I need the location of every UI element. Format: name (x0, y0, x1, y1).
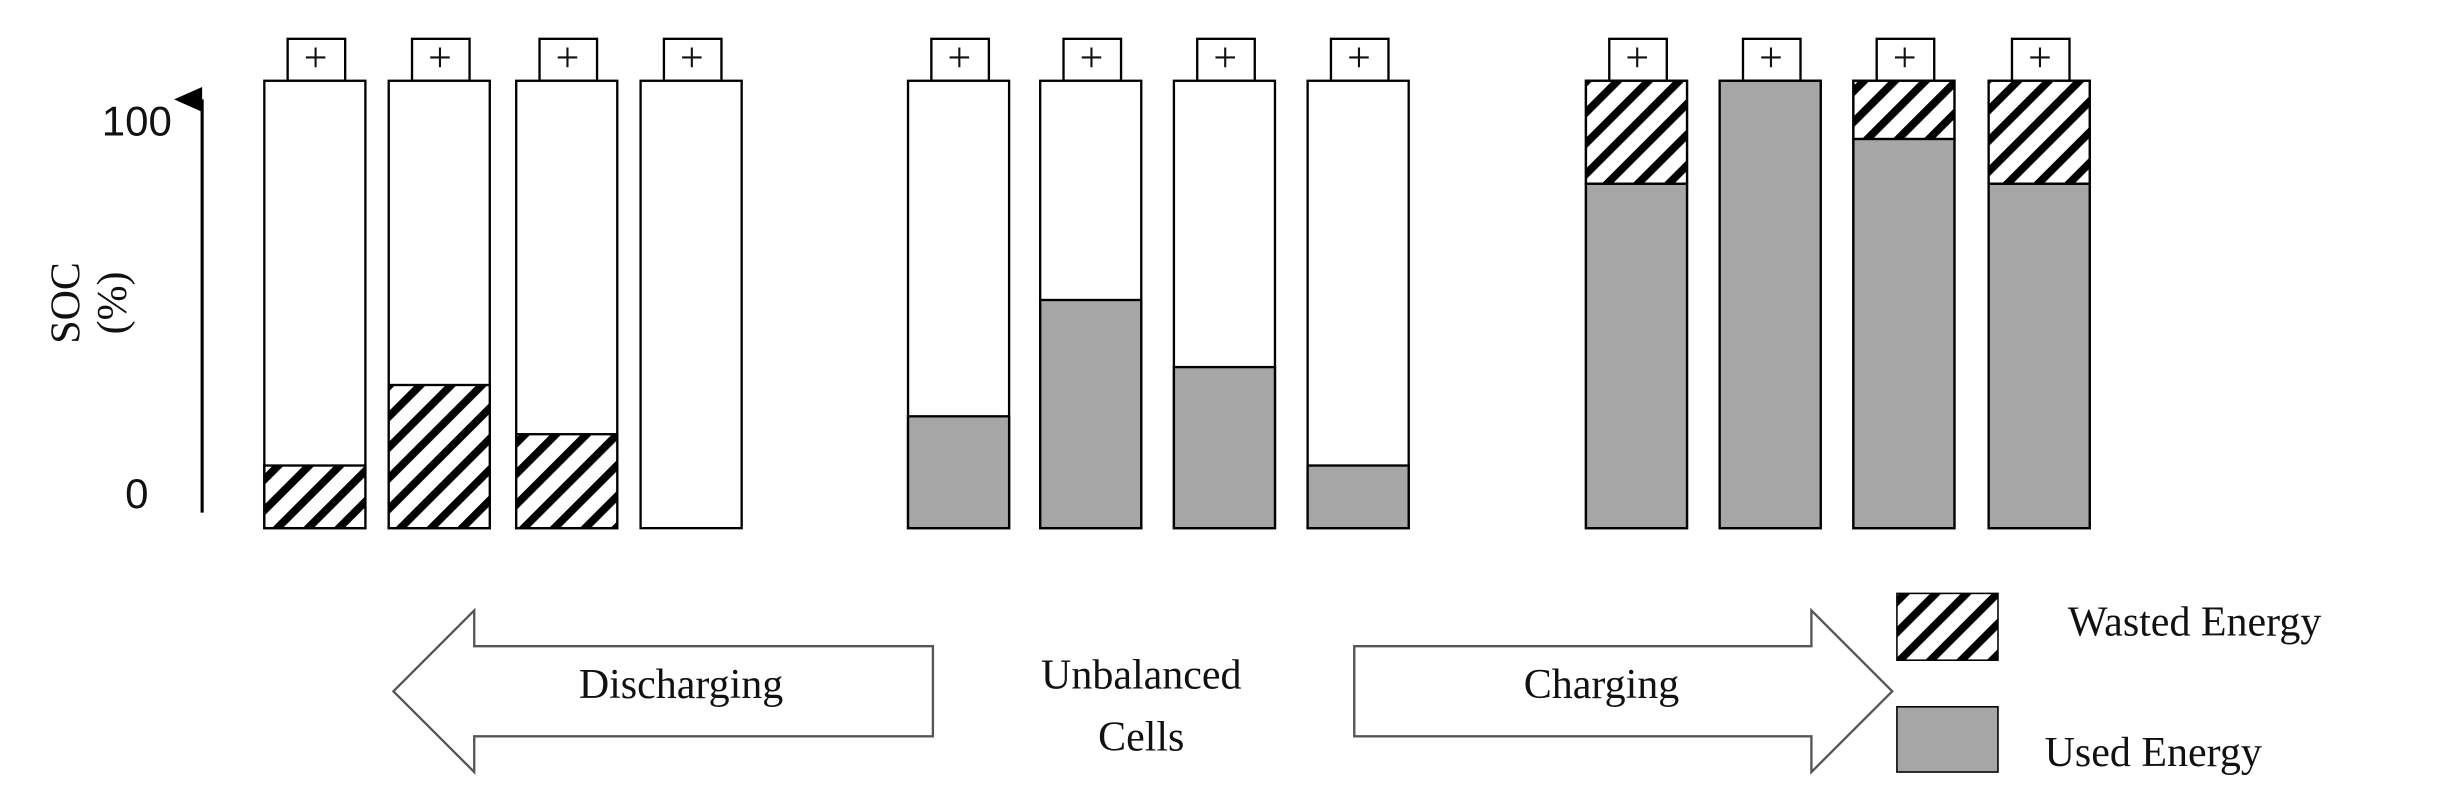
used-energy (1172, 365, 1277, 530)
cell-terminal (662, 37, 723, 82)
cell-body (1306, 79, 1410, 530)
terminal-sign: + (680, 36, 704, 82)
cell-terminal (410, 37, 471, 82)
cell-terminal (1329, 37, 1390, 82)
y-tick-label: 100 (102, 97, 172, 144)
terminal-sign: + (1625, 36, 1649, 82)
terminal-sign: + (1893, 36, 1917, 82)
arrow-label: Charging (1524, 662, 1679, 708)
wasted-energy (1852, 79, 1956, 141)
arrow-label: Discharging (579, 662, 783, 708)
terminal-sign: + (1347, 36, 1371, 82)
used-energy (1306, 464, 1410, 530)
axis-label: (%) (90, 271, 136, 334)
axis-label: SOC (44, 262, 90, 344)
y-tick-label: 0 (125, 470, 148, 517)
legend-label: Wasted Energy (2068, 600, 2321, 646)
wasted-energy (387, 383, 491, 530)
cell-body (639, 79, 743, 530)
used-energy (1718, 79, 1822, 530)
wasted-energy (1584, 79, 1689, 185)
terminal-sign: + (1080, 36, 1104, 82)
cell-terminal (286, 37, 347, 82)
terminal-sign: + (304, 36, 328, 82)
legend-label: Used Energy (2045, 730, 2262, 776)
charge-arrow (1353, 607, 1894, 775)
cell-terminal (1741, 37, 1802, 82)
wasted-energy (263, 464, 367, 530)
terminal-sign: + (556, 36, 580, 82)
wasted-energy (515, 433, 619, 530)
legend-swatch (1896, 706, 1999, 773)
center-label: Cells (1098, 715, 1184, 761)
cell-body (263, 79, 367, 530)
used-energy (1039, 298, 1143, 530)
wasted-energy (1987, 79, 2091, 185)
legend-swatch (1896, 592, 1999, 661)
discharge-arrow (391, 607, 935, 775)
cell-terminal (2010, 37, 2071, 82)
terminal-sign: + (947, 36, 971, 82)
cell-terminal (1608, 37, 1668, 82)
used-energy (1584, 182, 1689, 530)
center-label: Unbalanced (1041, 652, 1241, 698)
used-energy (1987, 182, 2091, 530)
terminal-sign: + (1213, 36, 1237, 82)
cell-terminal (538, 37, 599, 82)
used-energy (1852, 137, 1956, 530)
terminal-sign: + (1759, 36, 1783, 82)
terminal-sign: + (2028, 36, 2052, 82)
used-energy (906, 415, 1011, 530)
terminal-sign: + (428, 36, 452, 82)
